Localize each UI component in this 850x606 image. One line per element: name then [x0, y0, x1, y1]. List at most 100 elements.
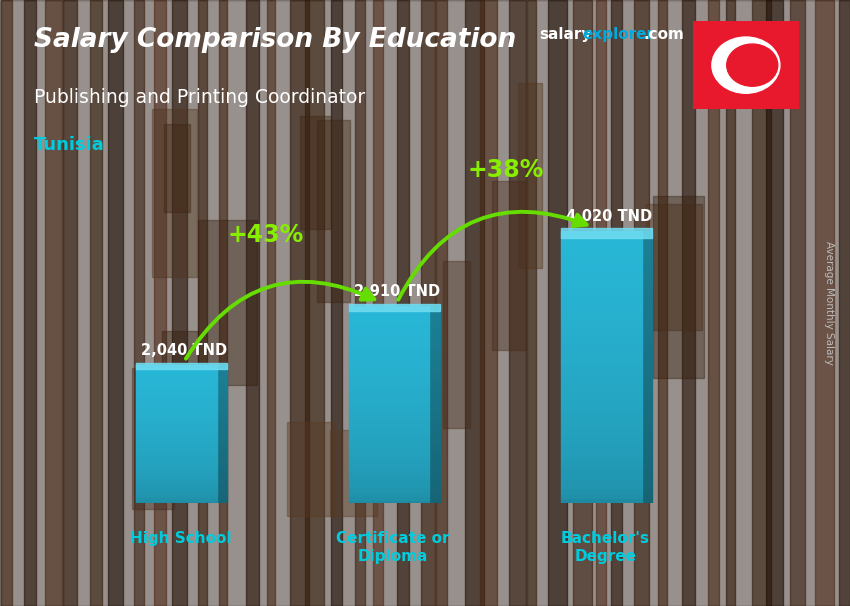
Bar: [136, 379, 217, 381]
Bar: [348, 333, 429, 336]
Bar: [642, 295, 652, 304]
Bar: [162, 331, 198, 418]
Bar: [429, 352, 439, 359]
Bar: [596, 0, 606, 606]
Bar: [480, 0, 497, 606]
Bar: [642, 376, 652, 385]
Bar: [561, 417, 642, 421]
Bar: [561, 313, 642, 318]
Bar: [646, 204, 702, 330]
Bar: [348, 438, 429, 441]
Bar: [331, 0, 342, 606]
Bar: [642, 485, 652, 494]
Bar: [152, 109, 197, 277]
Bar: [429, 424, 439, 431]
Bar: [642, 241, 652, 250]
Bar: [136, 501, 217, 503]
Bar: [429, 398, 439, 405]
Bar: [348, 496, 429, 500]
Bar: [642, 331, 652, 340]
Bar: [136, 450, 217, 453]
Circle shape: [711, 37, 779, 93]
Bar: [429, 431, 439, 438]
Bar: [348, 329, 429, 333]
Bar: [348, 306, 429, 310]
Bar: [348, 480, 429, 484]
Bar: [429, 306, 439, 313]
Bar: [348, 313, 429, 316]
Bar: [561, 299, 642, 304]
Bar: [136, 393, 217, 395]
Bar: [330, 430, 377, 516]
Bar: [642, 395, 652, 404]
Bar: [436, 0, 447, 606]
Bar: [561, 250, 642, 254]
Text: 2,910 TND: 2,910 TND: [354, 284, 440, 299]
Bar: [561, 276, 642, 281]
Bar: [429, 496, 439, 503]
Bar: [561, 353, 642, 358]
Bar: [429, 484, 439, 490]
Bar: [246, 0, 259, 606]
Bar: [561, 258, 642, 263]
Bar: [561, 236, 642, 241]
Bar: [561, 404, 642, 408]
Bar: [198, 220, 257, 385]
Bar: [217, 480, 227, 485]
Bar: [136, 475, 217, 478]
Bar: [348, 362, 429, 365]
Bar: [642, 367, 652, 376]
Bar: [355, 0, 365, 606]
Bar: [348, 310, 429, 313]
Bar: [136, 478, 217, 480]
Bar: [561, 267, 642, 272]
Bar: [45, 0, 62, 606]
Bar: [348, 365, 429, 368]
Bar: [561, 381, 642, 385]
Bar: [429, 372, 439, 378]
Bar: [429, 313, 439, 319]
Bar: [217, 393, 227, 398]
Bar: [348, 493, 429, 496]
Text: 2,040 TND: 2,040 TND: [141, 342, 228, 358]
Bar: [465, 0, 484, 606]
Bar: [561, 241, 642, 245]
Bar: [217, 365, 227, 370]
Bar: [217, 379, 227, 384]
Bar: [642, 276, 652, 285]
Bar: [492, 181, 526, 350]
Bar: [217, 388, 227, 393]
Bar: [561, 318, 642, 322]
Bar: [136, 416, 217, 418]
Bar: [348, 441, 429, 444]
Bar: [154, 0, 166, 606]
Bar: [217, 494, 227, 498]
Bar: [642, 413, 652, 421]
Bar: [217, 471, 227, 475]
Bar: [443, 261, 470, 428]
Bar: [348, 388, 429, 391]
Text: explorer: explorer: [582, 27, 654, 42]
Bar: [136, 370, 217, 372]
Bar: [348, 326, 429, 329]
Bar: [267, 0, 275, 606]
Bar: [217, 416, 227, 420]
Bar: [561, 408, 642, 413]
Bar: [348, 316, 429, 319]
Bar: [348, 395, 429, 398]
Bar: [561, 462, 642, 467]
Bar: [429, 345, 439, 352]
Bar: [561, 285, 642, 290]
Bar: [634, 0, 649, 606]
Bar: [561, 231, 642, 236]
Bar: [561, 413, 642, 417]
Text: ★: ★: [756, 60, 765, 70]
Bar: [136, 480, 217, 482]
Bar: [561, 453, 642, 458]
Bar: [290, 0, 309, 606]
Circle shape: [727, 44, 778, 86]
Bar: [136, 491, 217, 494]
Bar: [1, 0, 12, 606]
Bar: [136, 411, 217, 413]
Bar: [348, 342, 429, 345]
